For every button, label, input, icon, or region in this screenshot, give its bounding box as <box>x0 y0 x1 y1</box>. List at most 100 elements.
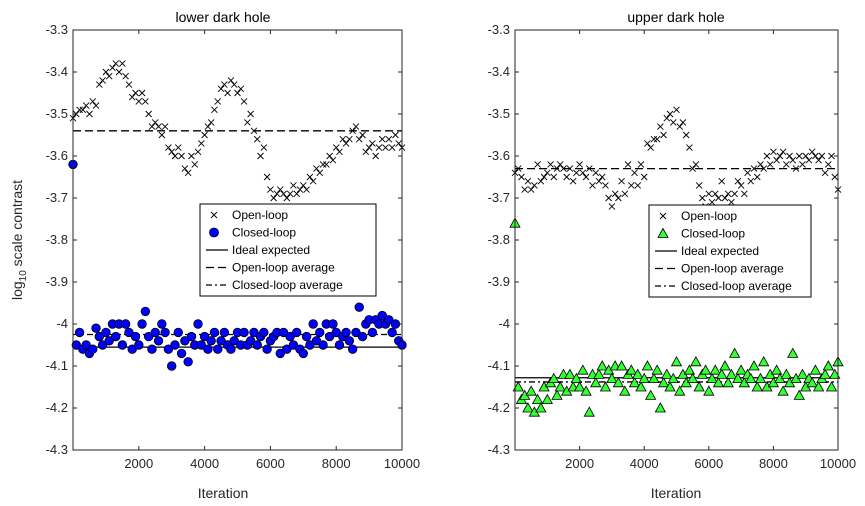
open-loop-point <box>521 186 529 193</box>
open-loop-point <box>211 106 218 114</box>
open-loop-point <box>217 85 225 93</box>
open-loop-point <box>388 144 396 151</box>
open-loop-point <box>105 72 113 80</box>
y-tick-label: -3.3 <box>46 22 68 37</box>
closed-loop-point <box>196 340 207 350</box>
open-loop-point <box>763 152 771 160</box>
closed-loop-point <box>535 402 547 413</box>
open-loop-point <box>365 144 373 151</box>
open-loop-point <box>708 198 716 206</box>
open-loop-point <box>395 140 403 147</box>
closed-loop-point <box>387 327 397 338</box>
open-loop-point <box>76 106 83 114</box>
open-loop-point <box>290 182 297 189</box>
closed-loop-point <box>570 372 583 383</box>
open-loop-point <box>161 123 169 130</box>
closed-loop-point <box>825 381 838 392</box>
open-loop-point <box>332 144 340 151</box>
x-axis-label: Iteration <box>651 485 702 501</box>
closed-loop-point <box>777 385 789 396</box>
closed-loop-point <box>140 306 151 317</box>
open-loop-point <box>263 173 271 181</box>
open-loop-point <box>605 194 612 202</box>
closed-loop-point <box>573 381 586 392</box>
open-loop-point <box>686 144 693 151</box>
open-loop-point <box>637 161 645 168</box>
closed-loop-point <box>683 364 696 375</box>
open-loop-point <box>102 68 110 76</box>
y-tick-label: -4.2 <box>46 400 68 415</box>
open-loop-point <box>783 161 790 168</box>
y-tick-label: -4.1 <box>46 358 68 373</box>
open-loop-point <box>250 127 258 135</box>
y-tick-label: -3.3 <box>488 22 510 37</box>
open-loop-point <box>283 194 291 202</box>
closed-loop-point <box>667 372 679 383</box>
open-loop-point <box>534 161 541 168</box>
open-loop-point <box>313 165 320 172</box>
open-loop-point <box>747 177 755 185</box>
closed-loop-point <box>318 340 328 350</box>
closed-loop-point <box>183 357 193 367</box>
y-tick-label: -3.8 <box>46 232 68 247</box>
closed-loop-point <box>512 381 524 392</box>
closed-loop-point <box>308 319 318 329</box>
open-loop-point <box>550 173 558 181</box>
open-loop-point <box>792 165 800 172</box>
closed-loop-point <box>654 402 667 413</box>
closed-loop-point <box>282 344 292 354</box>
open-loop-point <box>369 140 376 147</box>
y-tick-label: -3.4 <box>46 64 68 79</box>
closed-loop-point <box>163 344 174 354</box>
open-loop-point <box>240 98 248 105</box>
closed-loop-point <box>657 376 670 388</box>
open-loop-point <box>576 161 583 168</box>
closed-loop-point <box>357 331 368 342</box>
x-tick-label: 6000 <box>256 456 285 471</box>
closed-loop-point <box>252 340 262 350</box>
closed-loop-point <box>806 376 818 388</box>
open-loop-point <box>640 173 648 181</box>
closed-loop-point <box>716 368 728 379</box>
open-loop-point <box>527 186 535 193</box>
open-loop-point <box>201 131 208 139</box>
open-loop-point <box>741 190 748 198</box>
closed-loop-point <box>97 340 108 350</box>
open-loop-point <box>589 182 596 189</box>
closed-loop-point <box>71 340 81 350</box>
closed-loop-point <box>664 381 676 392</box>
closed-loop-point <box>703 385 715 396</box>
open-loop-point <box>673 106 680 114</box>
open-loop-point <box>779 148 787 156</box>
open-loop-point <box>650 135 658 143</box>
open-loop-point <box>385 135 393 143</box>
closed-loop-point <box>285 331 295 342</box>
legend-marker-closed-loop <box>657 227 669 238</box>
open-loop-point <box>824 161 832 168</box>
open-loop-point <box>280 190 287 198</box>
open-loop-point <box>808 148 816 156</box>
open-loop-point <box>349 127 356 135</box>
open-loop-point <box>608 203 616 210</box>
open-loop-point <box>392 131 399 139</box>
closed-loop-point <box>219 327 230 338</box>
open-loop-point <box>644 140 651 147</box>
closed-loop-point <box>203 344 213 354</box>
legend-label-ideal-expected: Ideal expected <box>681 244 759 258</box>
open-loop-point <box>634 182 642 189</box>
open-loop-point <box>731 190 738 198</box>
open-loop-point <box>207 119 215 126</box>
closed-loop-point <box>351 327 361 338</box>
y-tick-label: -4.2 <box>488 400 510 415</box>
y-tick-label: -3.5 <box>488 106 510 121</box>
open-loop-point <box>663 114 671 122</box>
open-loop-point <box>618 177 625 185</box>
closed-loop-point <box>612 376 625 388</box>
open-loop-point <box>299 182 307 189</box>
open-loop-point <box>306 173 314 181</box>
closed-loop-point <box>278 327 289 338</box>
y-tick-label: -4.1 <box>488 358 510 373</box>
y-tick-label: -4 <box>56 316 68 331</box>
closed-loop-point <box>693 381 705 392</box>
lower-dark-hole-plot: lower dark hole Iteration log10 scale co… <box>9 9 420 501</box>
